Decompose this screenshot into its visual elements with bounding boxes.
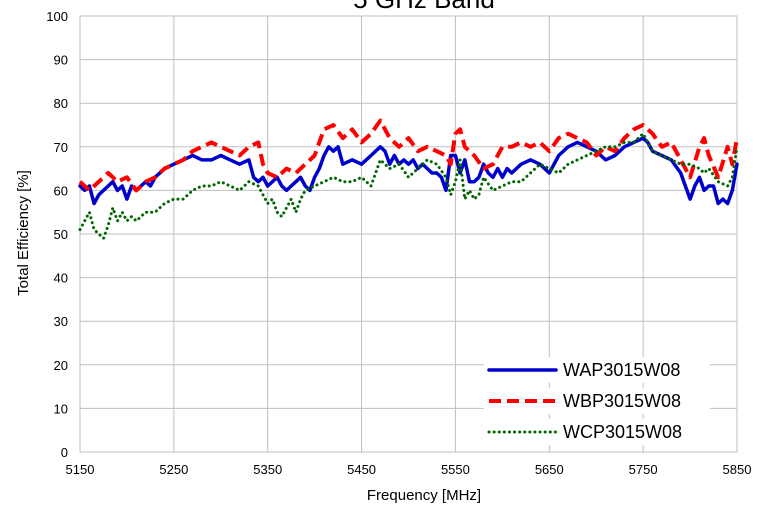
y-tick-label: 30 xyxy=(54,314,68,329)
x-tick-label: 5850 xyxy=(723,462,752,477)
y-tick-label: 100 xyxy=(46,9,68,24)
x-tick-labels: 5150 5250 5350 5450 5550 5650 5750 5850 xyxy=(66,462,752,477)
x-tick-label: 5350 xyxy=(253,462,282,477)
x-tick-label: 5750 xyxy=(629,462,658,477)
y-tick-label: 20 xyxy=(54,358,68,373)
x-tick-label: 5250 xyxy=(159,462,188,477)
y-tick-label: 90 xyxy=(54,53,68,68)
legend-entry-background xyxy=(484,388,710,414)
grid-lines xyxy=(79,15,738,453)
y-tick-label: 80 xyxy=(54,96,68,111)
x-tick-label: 5650 xyxy=(535,462,564,477)
y-tick-label: 50 xyxy=(54,227,68,242)
series-lines xyxy=(78,118,739,240)
y-tick-label: 60 xyxy=(54,183,68,198)
y-tick-labels: 0 10 20 30 40 50 60 70 80 90 100 xyxy=(46,9,68,460)
series-line-3 xyxy=(78,132,739,240)
x-tick-label: 5550 xyxy=(441,462,470,477)
x-tick-label: 5450 xyxy=(347,462,376,477)
legend-entry-background xyxy=(484,419,710,445)
legend: WAP3015W08 WBP3015W08 WCP3015W08 xyxy=(484,357,710,445)
series-line-2 xyxy=(78,118,739,193)
legend-label: WCP3015W08 xyxy=(563,422,682,442)
y-tick-label: 10 xyxy=(54,401,68,416)
y-tick-label: 0 xyxy=(61,445,68,460)
legend-label: WAP3015W08 xyxy=(563,360,680,380)
x-axis-label: Frequency [MHz] xyxy=(367,487,481,504)
x-tick-label: 5150 xyxy=(66,462,95,477)
y-tick-label: 70 xyxy=(54,140,68,155)
y-axis-label: Total Efficiency [%] xyxy=(15,170,32,296)
y-tick-label: 40 xyxy=(54,271,68,286)
chart-title: 5 GHz Band xyxy=(353,0,495,14)
legend-label: WBP3015W08 xyxy=(563,391,681,411)
series-line-1 xyxy=(78,136,739,206)
